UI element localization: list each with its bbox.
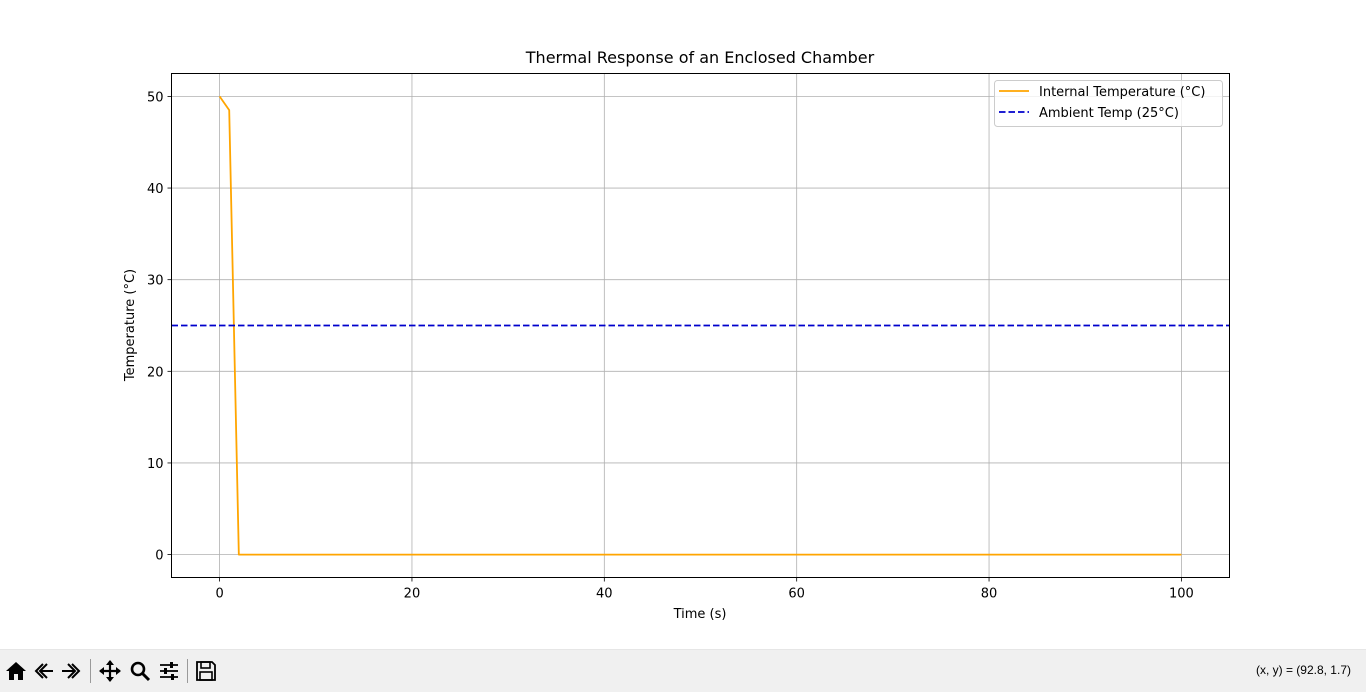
x-tick-label: 60 xyxy=(788,587,805,602)
back-button[interactable] xyxy=(31,658,57,684)
legend-label-internal-temperature: Internal Temperature (°C) xyxy=(1039,85,1205,100)
y-tick-label: 50 xyxy=(147,90,164,105)
y-tick-label: 10 xyxy=(147,457,164,472)
navigation-toolbar: (x, y) = (92.8, 1.7) xyxy=(0,649,1366,692)
y-tick-label: 40 xyxy=(147,182,164,197)
move-icon xyxy=(99,660,121,682)
x-tick-label: 40 xyxy=(596,587,613,602)
legend-box xyxy=(994,80,1223,127)
y-axis-label: Temperature (°C) xyxy=(123,269,138,382)
internal-temperature-line xyxy=(218,95,1182,556)
x-tick-label: 80 xyxy=(981,587,998,602)
y-tick-label: 20 xyxy=(147,365,164,380)
line-chart: 0 20 40 60 80 100 0 10 20 30 40 50 Thermal Response… xyxy=(123,48,1230,622)
forward-arrow-icon xyxy=(62,663,81,679)
forward-button[interactable] xyxy=(58,658,84,684)
floppy-disk-icon xyxy=(196,661,216,681)
toolbar-separator xyxy=(90,659,91,683)
pan-button[interactable] xyxy=(97,658,123,684)
sliders-icon xyxy=(160,662,178,680)
magnifier-icon xyxy=(130,661,151,682)
zoom-button[interactable] xyxy=(127,658,153,684)
toolbar-separator xyxy=(187,659,188,683)
plot-area-frame xyxy=(171,73,1230,578)
x-tick-label: 100 xyxy=(1169,587,1194,602)
configure-subplots-button[interactable] xyxy=(156,658,182,684)
y-tick-label: 30 xyxy=(147,274,164,289)
back-arrow-icon xyxy=(34,663,53,679)
home-icon xyxy=(6,662,26,680)
cursor-coordinates: (x, y) = (92.8, 1.7) xyxy=(1255,663,1351,677)
save-button[interactable] xyxy=(193,658,219,684)
y-tick-label: 0 xyxy=(155,549,163,564)
x-axis-label: Time (s) xyxy=(673,607,727,622)
figure-canvas[interactable]: 0 20 40 60 80 100 0 10 20 30 40 50 Thermal Response… xyxy=(0,0,1366,649)
legend: Internal Temperature (°C) Ambient Temp (… xyxy=(994,80,1223,127)
chart-title: Thermal Response of an Enclosed Chamber xyxy=(525,48,875,67)
legend-label-ambient-temp: Ambient Temp (25°C) xyxy=(1039,106,1179,121)
home-button[interactable] xyxy=(3,658,29,684)
x-tick-label: 20 xyxy=(404,587,421,602)
x-tick-label: 0 xyxy=(215,587,223,602)
